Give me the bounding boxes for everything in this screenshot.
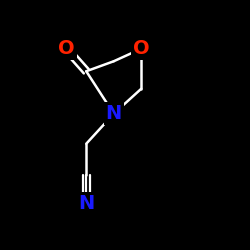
Text: O: O (58, 39, 74, 58)
Text: O: O (133, 39, 150, 58)
Text: N: N (106, 104, 122, 123)
Text: N: N (78, 194, 94, 213)
